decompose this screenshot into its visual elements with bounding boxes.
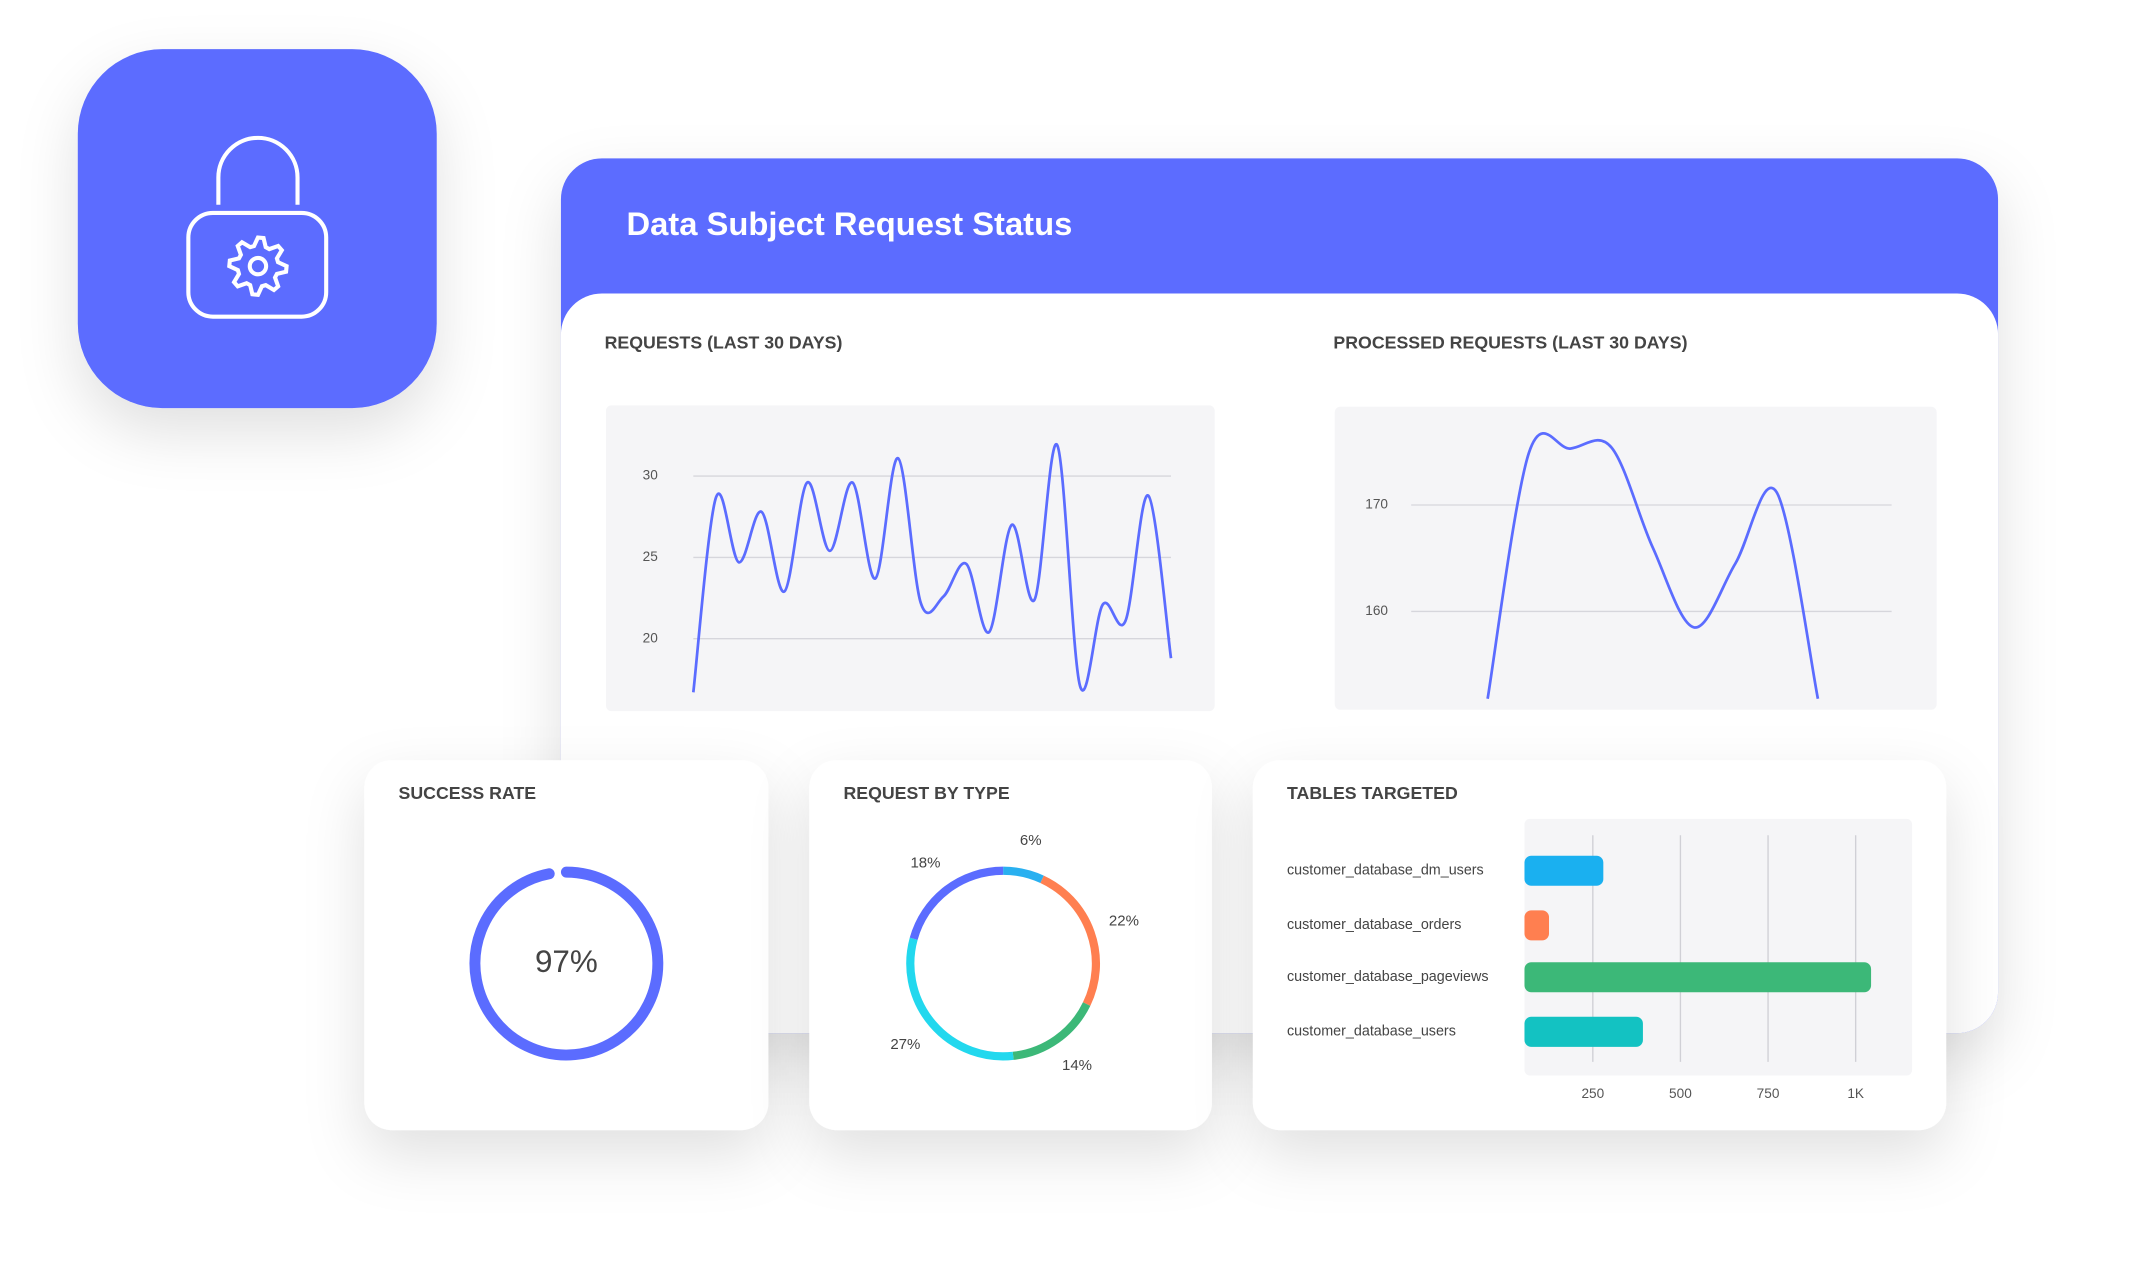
- header-title: Data Subject Request Status: [626, 205, 1072, 242]
- gauge-arc: [469, 866, 664, 1061]
- chart-title: TABLES TARGETED: [1287, 783, 1458, 803]
- x-tick-label: 250: [1581, 1086, 1604, 1101]
- bar: [1524, 962, 1872, 993]
- plot-area: [1334, 406, 1937, 710]
- chart-title: PROCESSED REQUESTS (LAST 30 DAYS): [1333, 333, 1687, 353]
- donut-segment: [1040, 875, 1100, 1006]
- y-tick-label: 20: [643, 630, 659, 645]
- donut-segment: [906, 937, 1014, 1061]
- card: [364, 760, 769, 1131]
- y-tick-label: 30: [643, 468, 659, 483]
- x-tick-label: 1K: [1847, 1086, 1864, 1101]
- card: [809, 760, 1212, 1131]
- bar: [1524, 1016, 1643, 1047]
- data-label: 27%: [890, 1036, 920, 1053]
- x-tick-label: 750: [1757, 1086, 1780, 1101]
- donut-segment: [1012, 1002, 1091, 1060]
- bar: [1524, 910, 1550, 941]
- chart-title: REQUEST BY TYPE: [843, 783, 1009, 803]
- data-label: 18%: [910, 855, 940, 872]
- plot-area: [1524, 818, 1913, 1076]
- line: [691, 443, 1173, 693]
- y-tick-label: 25: [643, 549, 658, 564]
- y-tick-label: 170: [1365, 497, 1388, 512]
- y-tick-label: 160: [1365, 603, 1388, 618]
- donut-segment: [1003, 866, 1044, 884]
- data-label: 14%: [1062, 1057, 1092, 1074]
- y-tick-label: customer_database_pageviews: [1287, 969, 1489, 985]
- app-icon: [77, 49, 437, 409]
- gauge-label: 97%: [535, 944, 598, 979]
- y-tick-label: customer_database_users: [1287, 1024, 1456, 1040]
- chart-title: SUCCESS RATE: [399, 783, 537, 803]
- bar: [1524, 855, 1604, 886]
- x-tick-label: 500: [1669, 1086, 1692, 1101]
- lock-icon: [186, 135, 329, 319]
- donut-segment: [909, 866, 1004, 940]
- line: [1486, 432, 1820, 700]
- y-tick-label: customer_database_dm_users: [1287, 863, 1484, 879]
- chart-title: REQUESTS (LAST 30 DAYS): [605, 333, 843, 353]
- data-label: 22%: [1109, 912, 1139, 929]
- y-tick-label: customer_database_orders: [1287, 917, 1461, 933]
- data-label: 6%: [1020, 832, 1042, 849]
